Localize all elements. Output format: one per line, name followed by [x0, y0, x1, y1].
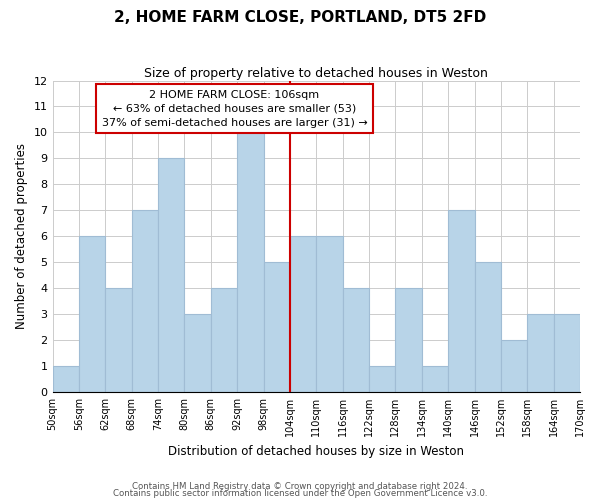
- Bar: [211, 288, 237, 392]
- Title: Size of property relative to detached houses in Weston: Size of property relative to detached ho…: [145, 68, 488, 80]
- Bar: [105, 288, 131, 392]
- Bar: [475, 262, 501, 392]
- Bar: [158, 158, 184, 392]
- Bar: [184, 314, 211, 392]
- Text: 2 HOME FARM CLOSE: 106sqm
← 63% of detached houses are smaller (53)
37% of semi-: 2 HOME FARM CLOSE: 106sqm ← 63% of detac…: [101, 90, 367, 128]
- Text: Contains HM Land Registry data © Crown copyright and database right 2024.: Contains HM Land Registry data © Crown c…: [132, 482, 468, 491]
- Bar: [422, 366, 448, 392]
- Bar: [527, 314, 554, 392]
- Bar: [131, 210, 158, 392]
- Bar: [448, 210, 475, 392]
- Bar: [263, 262, 290, 392]
- Text: 2, HOME FARM CLOSE, PORTLAND, DT5 2FD: 2, HOME FARM CLOSE, PORTLAND, DT5 2FD: [114, 10, 486, 25]
- Bar: [53, 366, 79, 392]
- Bar: [580, 340, 600, 392]
- X-axis label: Distribution of detached houses by size in Weston: Distribution of detached houses by size …: [168, 444, 464, 458]
- Bar: [316, 236, 343, 392]
- Bar: [343, 288, 369, 392]
- Bar: [395, 288, 422, 392]
- Bar: [554, 314, 580, 392]
- Bar: [369, 366, 395, 392]
- Bar: [290, 236, 316, 392]
- Bar: [237, 132, 263, 392]
- Bar: [501, 340, 527, 392]
- Y-axis label: Number of detached properties: Number of detached properties: [15, 143, 28, 329]
- Bar: [79, 236, 105, 392]
- Text: Contains public sector information licensed under the Open Government Licence v3: Contains public sector information licen…: [113, 490, 487, 498]
